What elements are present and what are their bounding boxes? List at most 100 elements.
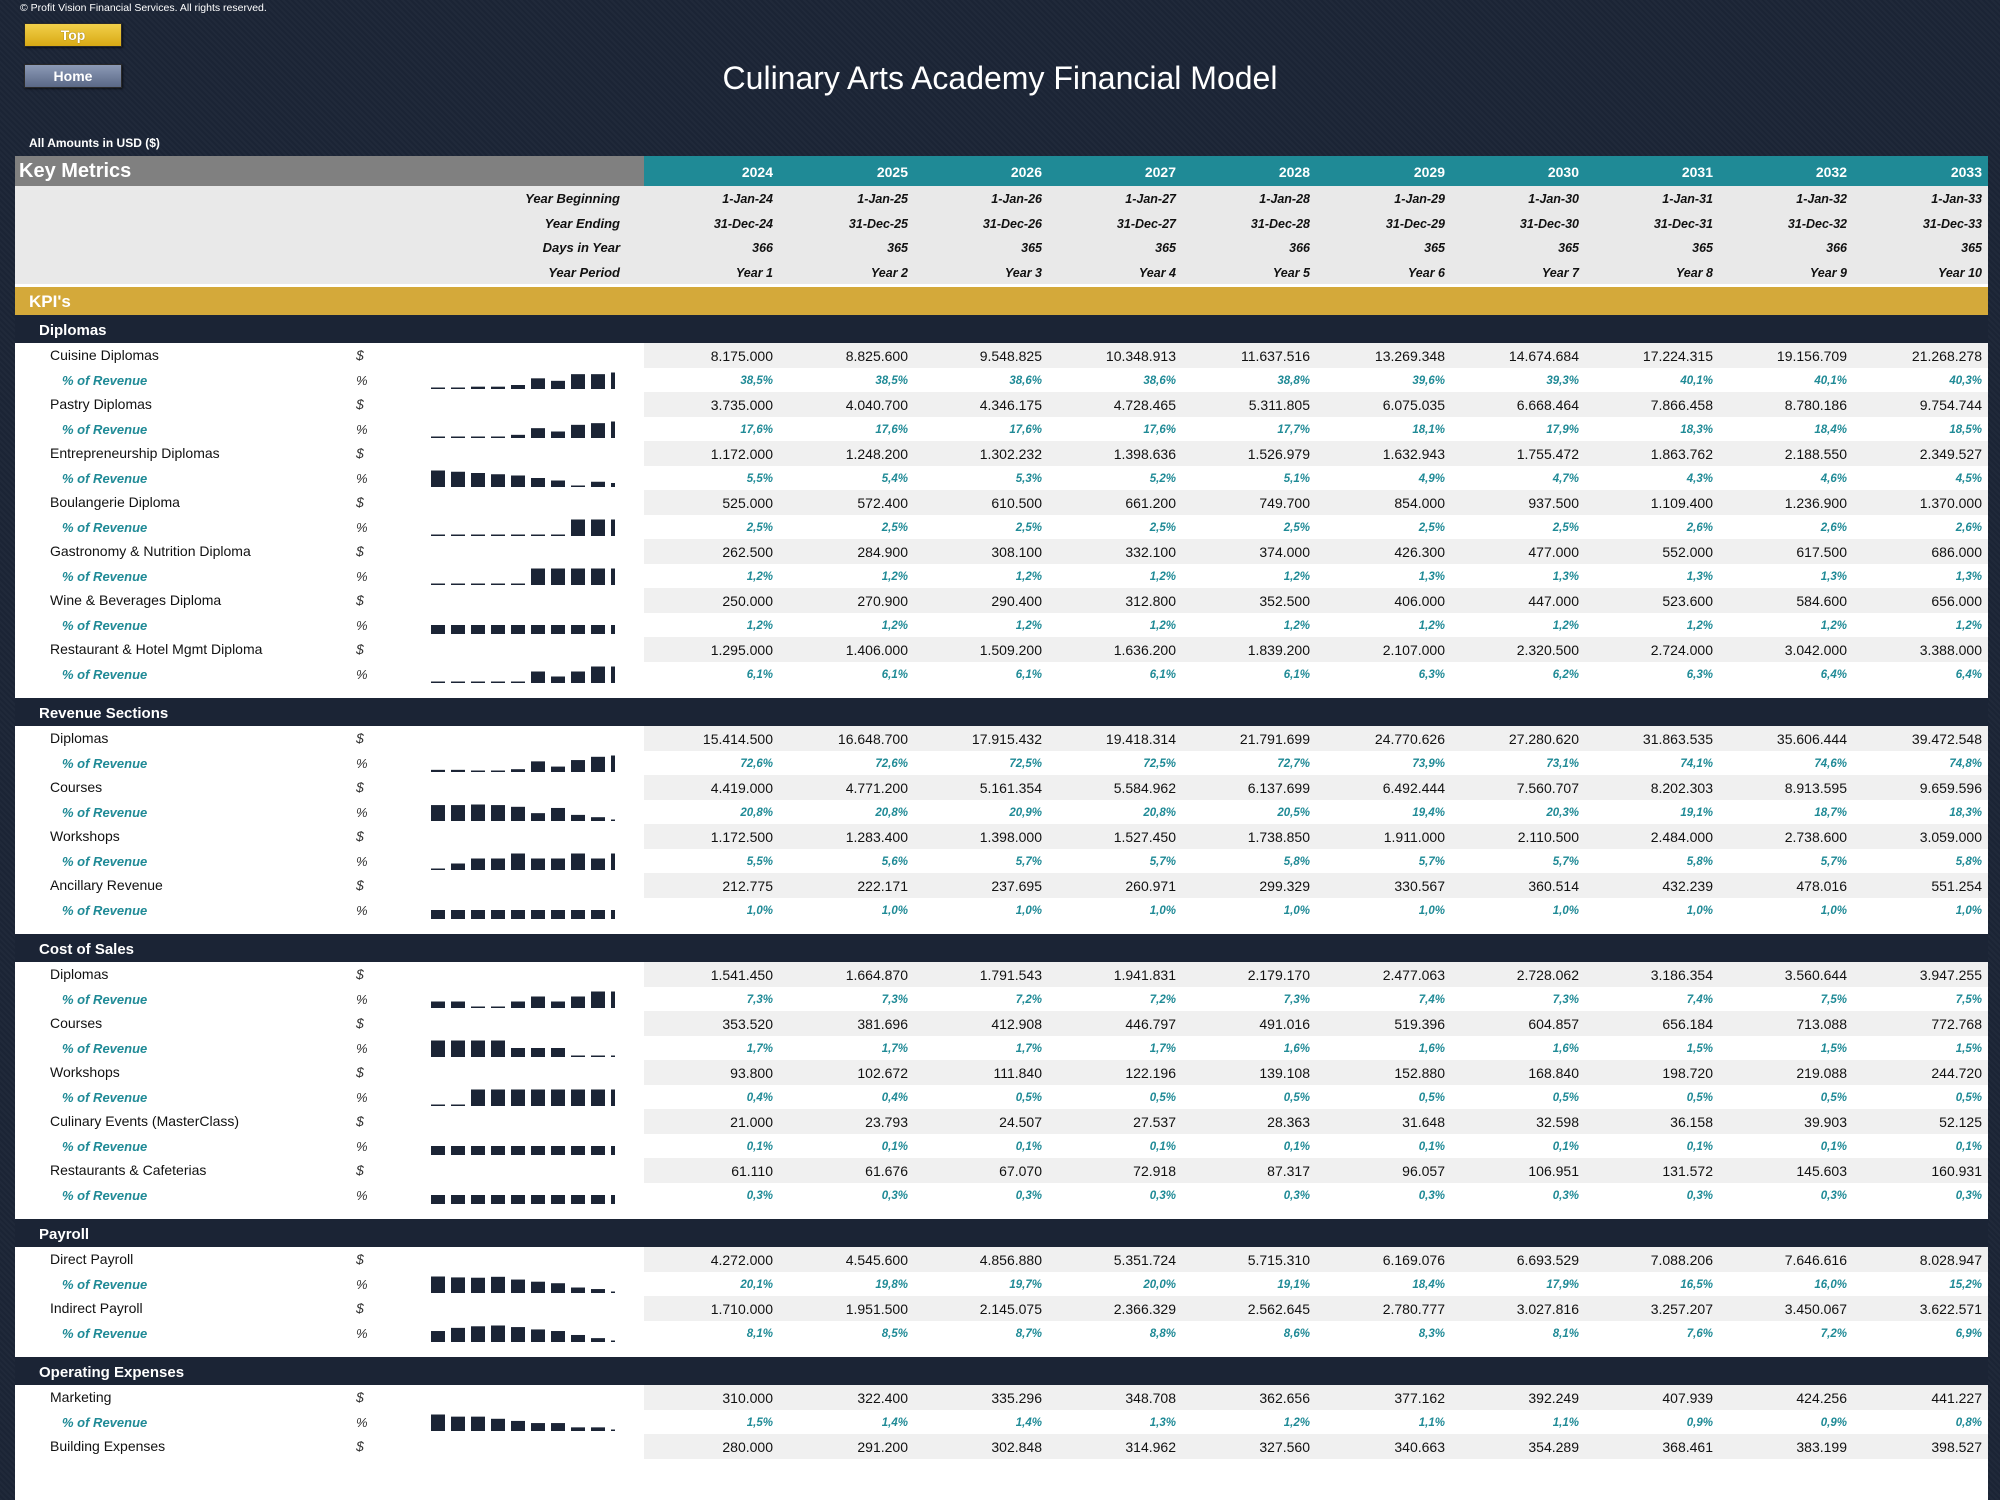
percent-value: 16,0% bbox=[1814, 1278, 1847, 1291]
metric-value: 1.370.000 bbox=[1919, 495, 1982, 511]
info-row: Year Beginning 1-Jan-24 1-Jan-25 1-Jan-26 1-… bbox=[15, 186, 1988, 211]
metric-value: 3.450.067 bbox=[1784, 1301, 1847, 1317]
sparkline-bar bbox=[451, 534, 465, 536]
sparkline-chart bbox=[431, 1040, 615, 1057]
metric-value: 354.289 bbox=[1528, 1439, 1579, 1455]
metric-value: 2.780.777 bbox=[1382, 1301, 1445, 1317]
percent-value: 1,0% bbox=[1015, 904, 1042, 917]
metric-value: 477.000 bbox=[1528, 544, 1579, 560]
sparkline-bar bbox=[531, 760, 545, 772]
metric-row: Workshops $1.172.500 1.283.400 1.398.000 1.5… bbox=[15, 824, 1988, 849]
metric-value: 219.088 bbox=[1796, 1065, 1847, 1081]
metric-value: 290.400 bbox=[991, 593, 1042, 609]
sparkline-bar bbox=[511, 681, 525, 683]
metric-label: Entrepreneurship Diplomas bbox=[50, 445, 220, 461]
metric-value: 312.800 bbox=[1125, 593, 1176, 609]
percent-value: 0,5% bbox=[1552, 1091, 1579, 1104]
metric-value: 7.560.707 bbox=[1516, 780, 1579, 796]
sparkline-bar bbox=[591, 858, 605, 870]
percent-value: 1,2% bbox=[1820, 619, 1847, 632]
metric-label: Direct Payroll bbox=[50, 1251, 134, 1267]
sparkline-bar bbox=[591, 1145, 605, 1155]
top-button[interactable]: Top bbox=[24, 23, 122, 47]
percent-value: 1,5% bbox=[746, 1416, 773, 1429]
sparkline-bar bbox=[511, 768, 525, 772]
metric-row-shade bbox=[644, 962, 1988, 987]
percent-of-revenue-row: % of Revenue% 5,5% 5,4% 5,3% 5,2% 5,1% 4,9% 4,7… bbox=[15, 466, 1988, 491]
sparkline-bar bbox=[451, 769, 465, 772]
percent-value: 0,3% bbox=[1149, 1189, 1176, 1202]
percent-value: 17,7% bbox=[1277, 423, 1310, 436]
kpi-band: KPI's bbox=[15, 287, 1988, 315]
percent-value: 8,7% bbox=[1015, 1327, 1042, 1340]
sparkline-bar bbox=[431, 769, 445, 772]
sparkline-bar bbox=[531, 568, 545, 585]
year-header-2024: 2024 bbox=[741, 164, 773, 180]
percent-value: 4,5% bbox=[1955, 472, 1982, 485]
sparkline-bar bbox=[471, 1277, 485, 1293]
sparkline-bar bbox=[491, 1040, 505, 1057]
sparkline-bar bbox=[611, 624, 615, 634]
percent-of-revenue-row: % of Revenue% 20,8% 20,8% 20,9% 20,8% 20,5% 19… bbox=[15, 800, 1988, 825]
metric-value: 2.145.075 bbox=[979, 1301, 1042, 1317]
metric-unit: $ bbox=[356, 779, 364, 795]
metric-row-shade bbox=[644, 1158, 1988, 1183]
year-header-2028: 2028 bbox=[1278, 164, 1310, 180]
sparkline-bar bbox=[531, 909, 545, 919]
sparkline-bar bbox=[511, 1194, 525, 1204]
percent-value: 1,5% bbox=[1955, 1042, 1982, 1055]
sparkline-bar bbox=[511, 1047, 525, 1057]
metric-value: 314.962 bbox=[1125, 1439, 1176, 1455]
metric-row-shade bbox=[644, 1296, 1988, 1321]
percent-value: 73,9% bbox=[1412, 757, 1445, 770]
info-cell: Year 6 bbox=[1407, 265, 1445, 280]
metric-value: 31.648 bbox=[1402, 1114, 1445, 1130]
metric-value: 1.172.500 bbox=[710, 829, 773, 845]
sparkline-bar bbox=[591, 1089, 605, 1106]
metric-value: 4.040.700 bbox=[845, 397, 908, 413]
info-cell: 365 bbox=[887, 241, 908, 255]
metric-value: 16.648.700 bbox=[837, 731, 908, 747]
sparkline-bar bbox=[531, 1145, 545, 1155]
metric-value: 610.500 bbox=[991, 495, 1042, 511]
percent-value: 20,3% bbox=[1546, 806, 1579, 819]
percent-value: 17,6% bbox=[1009, 423, 1042, 436]
percent-value: 15,2% bbox=[1949, 1278, 1982, 1291]
metric-value: 9.548.825 bbox=[979, 348, 1042, 364]
metric-value: 1.636.200 bbox=[1113, 642, 1176, 658]
percent-value: 1,2% bbox=[881, 619, 908, 632]
sparkline-bar bbox=[531, 996, 545, 1008]
metric-value: 4.856.880 bbox=[979, 1252, 1042, 1268]
metric-label: Cuisine Diplomas bbox=[50, 347, 159, 363]
metric-row: Courses $353.520 381.696 412.908 446.797 491.… bbox=[15, 1011, 1988, 1036]
percent-value: 18,4% bbox=[1814, 423, 1847, 436]
metric-value: 1.509.200 bbox=[979, 642, 1042, 658]
metric-unit: $ bbox=[356, 396, 364, 412]
metric-value: 426.300 bbox=[1394, 544, 1445, 560]
sparkline-bar bbox=[551, 676, 565, 683]
metric-value: 291.200 bbox=[857, 1439, 908, 1455]
home-button[interactable]: Home bbox=[24, 64, 122, 88]
sparkline-bar bbox=[551, 1047, 565, 1057]
sparkline-bar bbox=[451, 681, 465, 683]
metric-row-shade bbox=[644, 1247, 1988, 1272]
percent-value: 1,7% bbox=[881, 1042, 908, 1055]
sparkline-bar bbox=[471, 436, 485, 438]
percent-of-revenue-label: % of Revenue bbox=[62, 617, 148, 633]
percent-unit: % bbox=[356, 1089, 368, 1105]
sparkline-bar bbox=[471, 624, 485, 634]
metric-row-shade bbox=[644, 392, 1988, 417]
percent-of-revenue-label: % of Revenue bbox=[62, 666, 148, 682]
percent-unit: % bbox=[356, 421, 368, 437]
metric-value: 17.224.315 bbox=[1642, 348, 1713, 364]
metric-value: 604.857 bbox=[1528, 1016, 1579, 1032]
metric-unit: $ bbox=[356, 1389, 364, 1405]
percent-value: 1,3% bbox=[1955, 570, 1982, 583]
sparkline-bar bbox=[611, 1145, 615, 1155]
percent-value: 0,1% bbox=[1418, 1140, 1445, 1153]
percent-unit: % bbox=[356, 470, 368, 486]
sparkline-bar bbox=[491, 909, 505, 919]
metric-unit: $ bbox=[356, 1113, 364, 1129]
percent-value: 2,6% bbox=[1955, 521, 1982, 534]
sparkline-bar bbox=[451, 583, 465, 585]
